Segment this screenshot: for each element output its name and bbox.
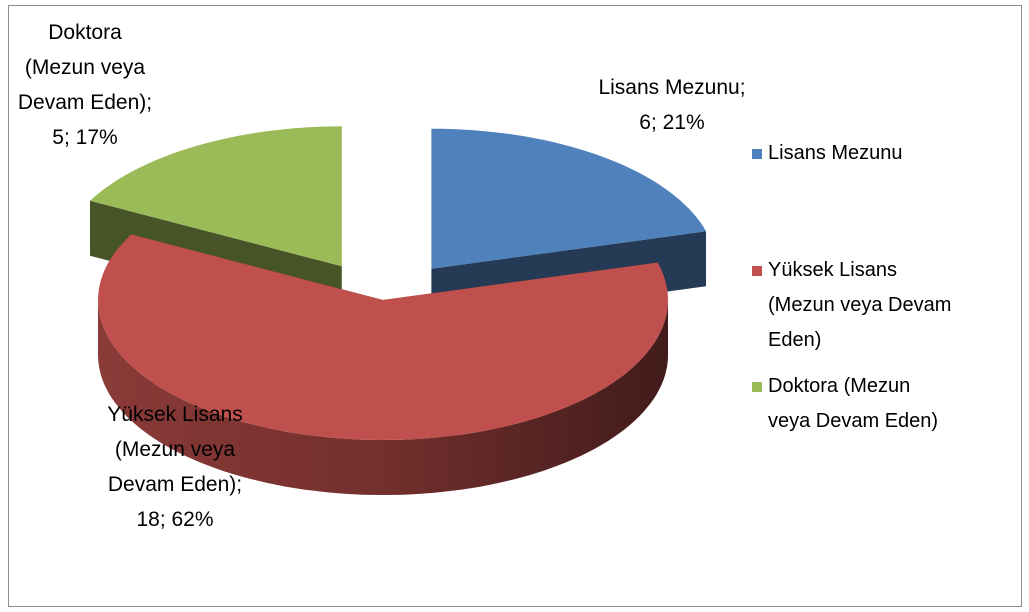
slice — [98, 234, 668, 495]
data-label: Doktora (Mezun veya Devam Eden); 5; 17% — [17, 21, 153, 149]
legend-label: Lisans Mezunu — [768, 142, 903, 164]
legend-label: Yüksek Lisans (Mezun veya Devam Eden) — [768, 259, 952, 351]
slice-top — [90, 126, 342, 267]
legend-label: Doktora (Mezun veya Devam Eden) — [768, 375, 939, 432]
slice-top — [431, 128, 706, 269]
legend-swatch — [752, 382, 762, 392]
slice-rim-shade — [98, 300, 668, 495]
slice-top — [98, 234, 668, 440]
data-label: Yüksek Lisans (Mezun veya Devam Eden); 1… — [107, 403, 243, 531]
legend-swatch — [752, 266, 762, 276]
legend-swatch — [752, 149, 762, 159]
data-label: Lisans Mezunu; 6; 21% — [598, 76, 746, 134]
